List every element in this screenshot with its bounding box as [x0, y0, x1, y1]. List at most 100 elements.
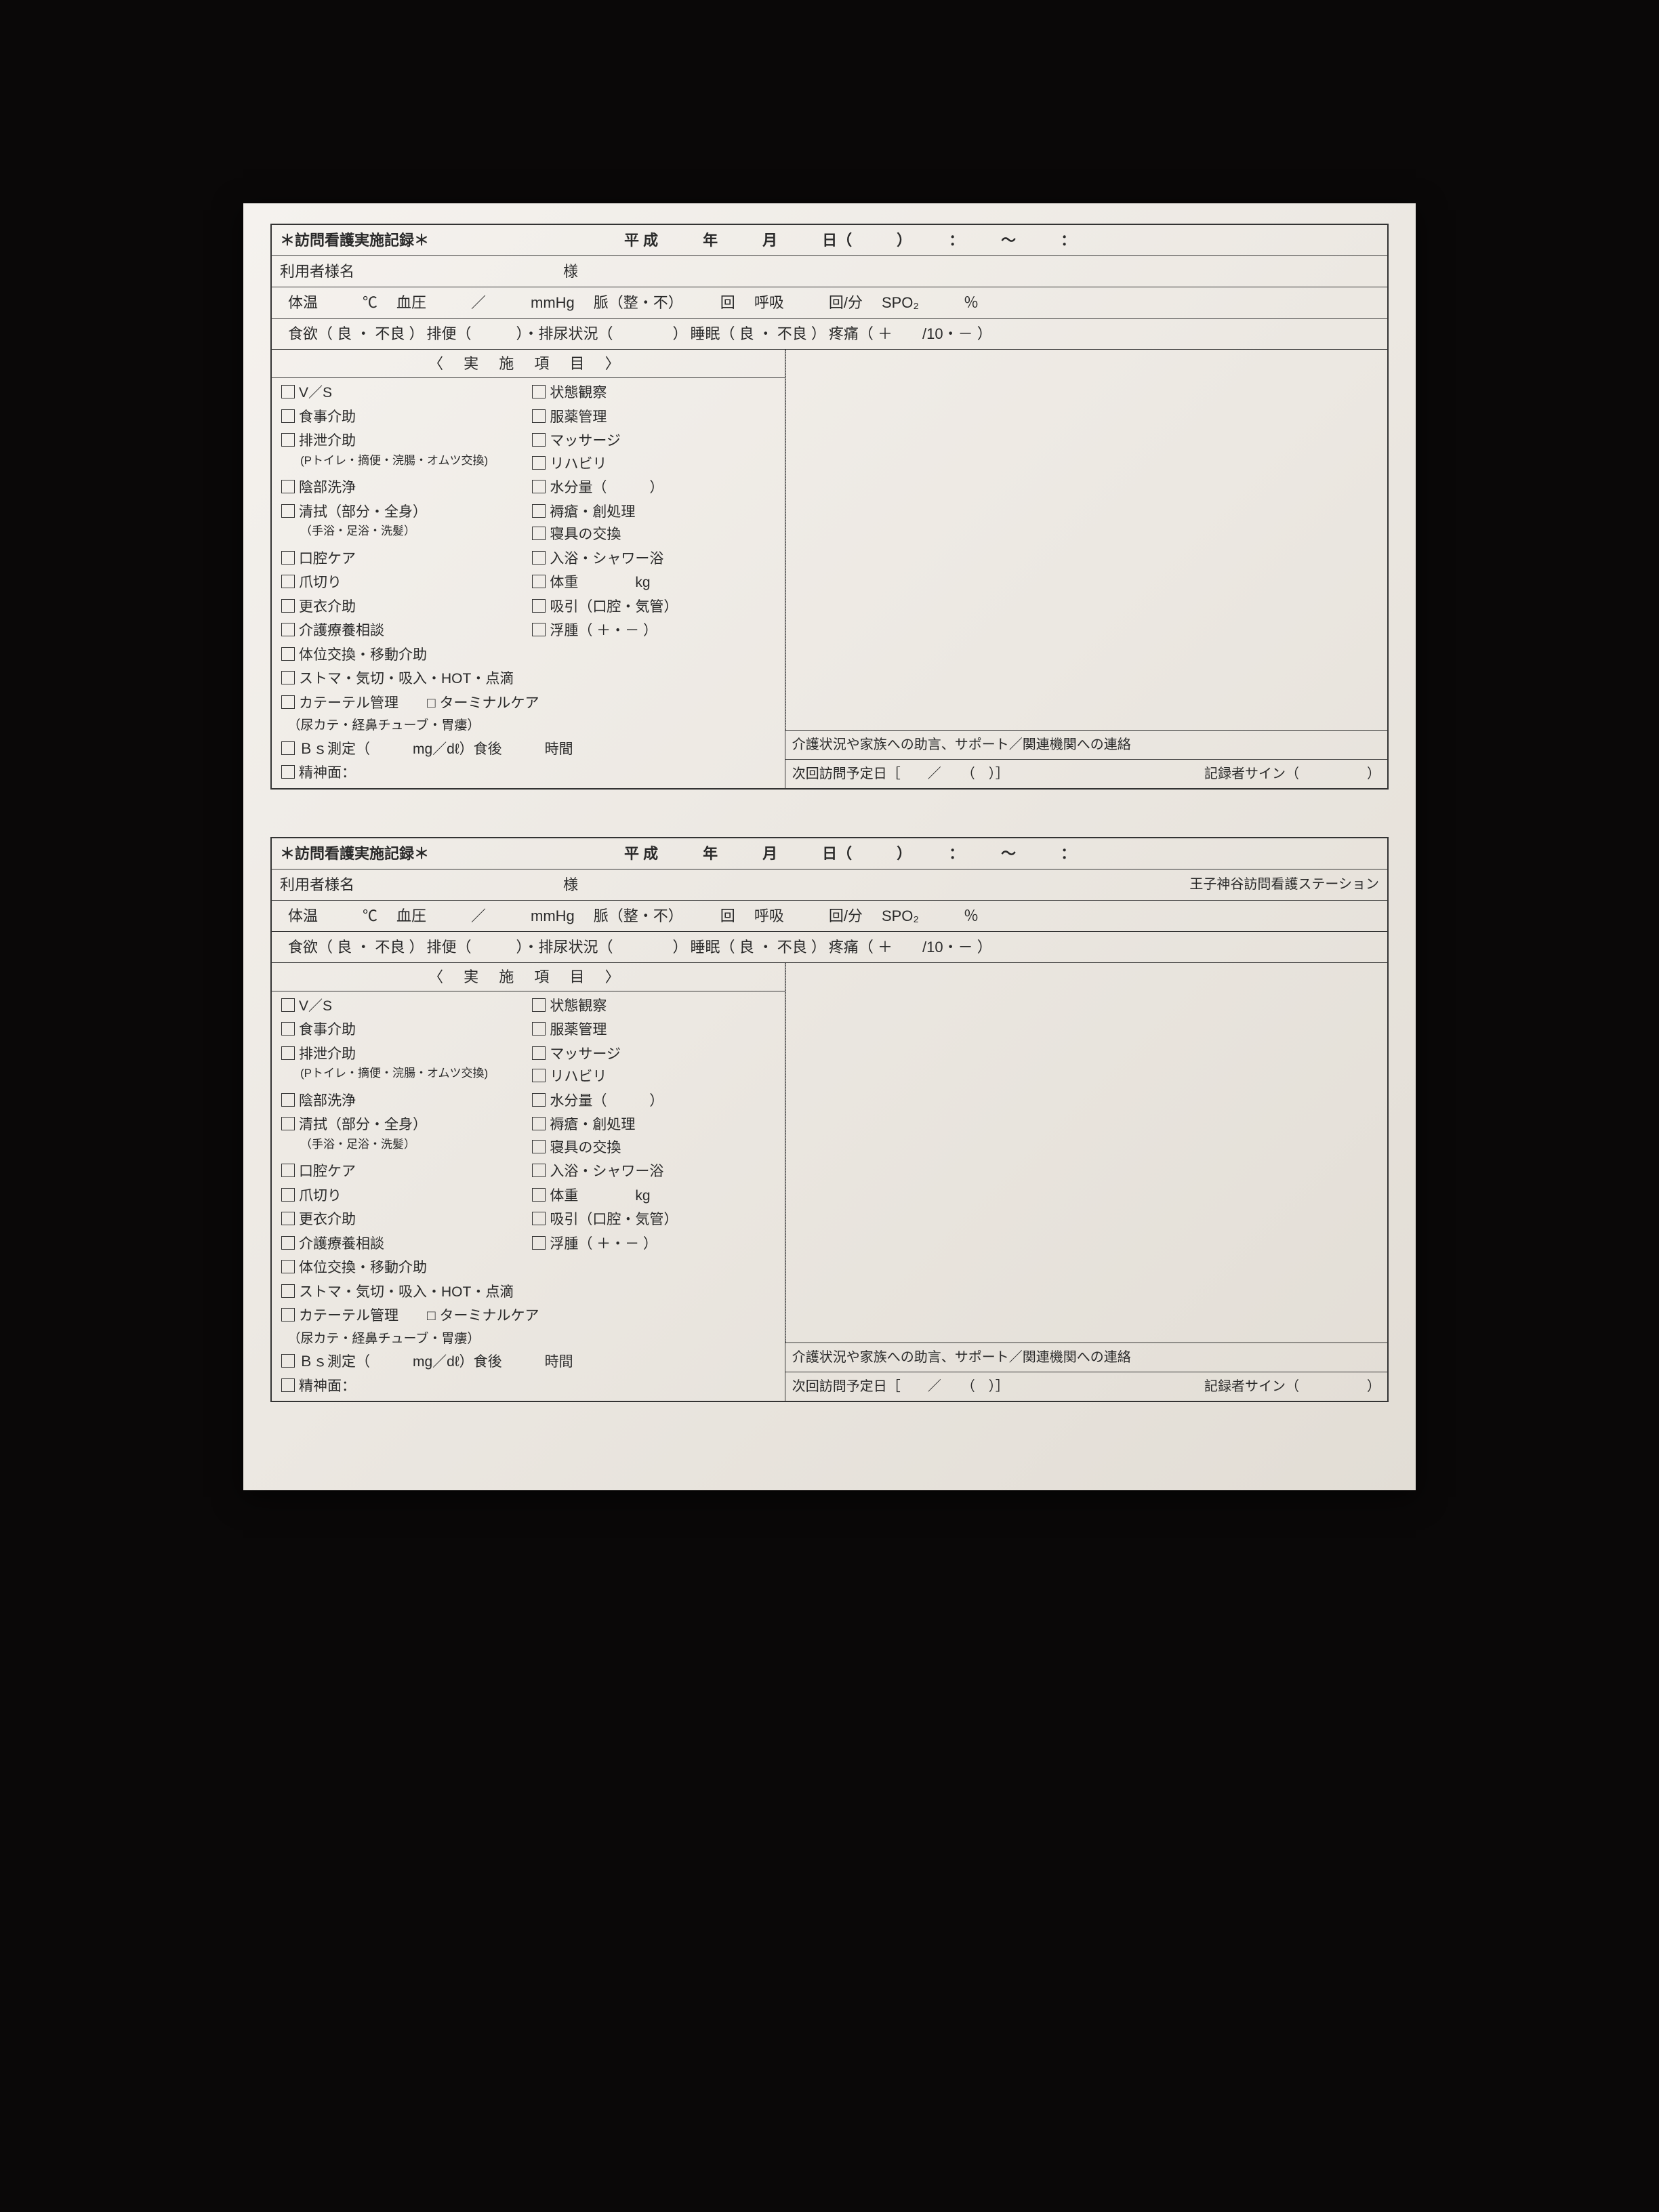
- chk-suction[interactable]: 吸引（口腔・気管）: [550, 599, 678, 615]
- next-visit: 次回訪問予定日［ ／ （ ）］: [792, 1376, 1009, 1397]
- next-visit: 次回訪問予定日［ ／ （ ）］: [792, 764, 1009, 784]
- procedures-column: 〈 実 施 項 目 〉 V／S 状態観察食事介助 服薬管理排泄介助 (Pトイレ・摘便・…: [272, 350, 785, 788]
- chk-bs[interactable]: Ｂｓ測定（ mg／dℓ）食後 時間: [299, 741, 573, 757]
- chk-nail[interactable]: 爪切り: [299, 1188, 342, 1204]
- wipe-sub: （手浴・足浴・洗髪）: [300, 523, 527, 540]
- chk-wipe[interactable]: 清拭（部分・全身）: [299, 504, 427, 520]
- chk-edema[interactable]: 浮腫（ ＋・－ ）: [550, 623, 657, 638]
- chk-bedsore[interactable]: 褥瘡・創処理: [550, 504, 635, 520]
- nursing-record-form-0: ＊訪問看護実施記録＊ 平 成 年 月 日（ ） ： ～ ： 利用者様名 様 体温…: [270, 224, 1389, 790]
- notes-column: 介護状況や家族への助言、サポート／関連機関への連絡 次回訪問予定日［ ／ （ ）…: [785, 350, 1387, 788]
- chk-bath[interactable]: 入浴・シャワー浴: [550, 551, 663, 567]
- pain: 疼痛（ ＋ /10・－ ）: [829, 323, 992, 345]
- chk-wipe[interactable]: 清拭（部分・全身）: [299, 1117, 427, 1132]
- chk-mental[interactable]: 精神面：: [299, 1378, 356, 1394]
- chk-rehab[interactable]: リハビリ: [550, 1069, 607, 1084]
- chk-suction[interactable]: 吸引（口腔・気管）: [550, 1212, 678, 1227]
- chk-stoma[interactable]: ストマ・気切・吸入・HOT・点滴: [299, 1284, 514, 1300]
- appetite: 食欲（ 良 ・ 不良 ）: [288, 936, 424, 958]
- pain: 疼痛（ ＋ /10・－ ）: [829, 936, 992, 958]
- chk-weight[interactable]: 体重 kg: [550, 575, 650, 590]
- notes-area[interactable]: [785, 350, 1387, 730]
- spo2-label: SPO₂ ％: [882, 291, 979, 314]
- date-line: 平 成 年 月 日（ ） ： ～ ：: [624, 842, 1076, 865]
- chk-bs[interactable]: Ｂｓ測定（ mg／dℓ）食後 時間: [299, 1354, 573, 1370]
- chk-dress[interactable]: 更衣介助: [299, 1212, 356, 1227]
- procedures-column: 〈 実 施 項 目 〉 V／S 状態観察食事介助 服薬管理排泄介助 (Pトイレ・摘便・…: [272, 963, 785, 1401]
- bowel: 排便（ ）・排尿状況（ ）: [426, 936, 687, 958]
- chk-perineal[interactable]: 陰部洗浄: [299, 480, 356, 495]
- chk-position[interactable]: 体位交換・移動介助: [299, 647, 427, 663]
- signer: 記録者サイン（ ）: [1204, 764, 1380, 784]
- chk-meal[interactable]: 食事介助: [299, 409, 356, 425]
- chk-consult[interactable]: 介護療養相談: [299, 1236, 384, 1252]
- form-title: ＊訪問看護実施記録＊: [280, 842, 429, 865]
- advice-header: 介護状況や家族への助言、サポート／関連機関への連絡: [785, 1343, 1387, 1372]
- spo2-label: SPO₂ ％: [882, 905, 979, 927]
- sleep: 睡眠（ 良 ・ 不良 ）: [690, 323, 825, 345]
- appetite: 食欲（ 良 ・ 不良 ）: [288, 323, 424, 345]
- bp-label: 血圧 ／ mmHg: [396, 291, 575, 314]
- station-name: 王子神谷訪問看護ステーション: [1189, 874, 1379, 895]
- form-title: ＊訪問看護実施記録＊: [280, 229, 429, 251]
- temp-label: 体温 ℃: [288, 291, 377, 314]
- chk-meds[interactable]: 服薬管理: [550, 409, 607, 425]
- nursing-record-form-1: ＊訪問看護実施記録＊ 平 成 年 月 日（ ） ： ～ ： 利用者様名 様 王子…: [270, 837, 1389, 1403]
- bp-label: 血圧 ／ mmHg: [396, 905, 575, 927]
- chk-stoma[interactable]: ストマ・気切・吸入・HOT・点滴: [299, 671, 514, 687]
- chk-fluid[interactable]: 水分量（ ）: [550, 480, 663, 495]
- chk-excretion[interactable]: 排泄介助: [299, 1046, 356, 1062]
- user-suffix: 様: [563, 260, 578, 283]
- chk-edema[interactable]: 浮腫（ ＋・－ ）: [550, 1236, 657, 1252]
- chk-bedding[interactable]: 寝具の交換: [550, 1140, 621, 1155]
- resp-label: 呼吸 回/分: [754, 905, 863, 927]
- chk-bedding[interactable]: 寝具の交換: [550, 527, 621, 542]
- excretion-sub: (Pトイレ・摘便・浣腸・オムツ交換): [300, 452, 527, 470]
- chk-fluid[interactable]: 水分量（ ）: [550, 1093, 663, 1109]
- chk-consult[interactable]: 介護療養相談: [299, 623, 384, 638]
- notes-column: 介護状況や家族への助言、サポート／関連機関への連絡 次回訪問予定日［ ／ （ ）…: [785, 963, 1387, 1401]
- section-header: 〈 実 施 項 目 〉: [272, 963, 785, 991]
- temp-label: 体温 ℃: [288, 905, 377, 927]
- chk-perineal[interactable]: 陰部洗浄: [299, 1093, 356, 1109]
- chk-massage[interactable]: マッサージ: [550, 433, 621, 449]
- chk-oral[interactable]: 口腔ケア: [299, 551, 356, 567]
- excretion-sub: (Pトイレ・摘便・浣腸・オムツ交換): [300, 1065, 527, 1082]
- chk-position[interactable]: 体位交換・移動介助: [299, 1260, 427, 1275]
- chk-obs[interactable]: 状態観察: [550, 385, 607, 401]
- pulse-label: 脈（整・不） 回: [594, 291, 735, 314]
- chk-nail[interactable]: 爪切り: [299, 575, 342, 590]
- chk-massage[interactable]: マッサージ: [550, 1046, 621, 1062]
- sleep: 睡眠（ 良 ・ 不良 ）: [690, 936, 825, 958]
- chk-obs[interactable]: 状態観察: [550, 998, 607, 1014]
- user-suffix: 様: [563, 874, 578, 896]
- chk-excretion[interactable]: 排泄介助: [299, 433, 356, 449]
- user-label: 利用者様名: [280, 260, 354, 283]
- date-line: 平 成 年 月 日（ ） ： ～ ：: [624, 229, 1076, 251]
- chk-meds[interactable]: 服薬管理: [550, 1022, 607, 1038]
- chk-bedsore[interactable]: 褥瘡・創処理: [550, 1117, 635, 1132]
- chk-rehab[interactable]: リハビリ: [550, 456, 607, 472]
- chk-vs[interactable]: V／S: [299, 385, 332, 401]
- resp-label: 呼吸 回/分: [754, 291, 863, 314]
- bowel: 排便（ ）・排尿状況（ ）: [426, 323, 687, 345]
- signer: 記録者サイン（ ）: [1204, 1376, 1380, 1397]
- catheter-sub: （尿カテ・経鼻チューブ・胃瘻）: [281, 716, 778, 736]
- pulse-label: 脈（整・不） 回: [594, 905, 735, 927]
- chk-bath[interactable]: 入浴・シャワー浴: [550, 1164, 663, 1179]
- chk-meal[interactable]: 食事介助: [299, 1022, 356, 1038]
- user-label: 利用者様名: [280, 874, 354, 896]
- chk-catheter[interactable]: カテーテル管理 □ ターミナルケア: [299, 1308, 539, 1324]
- section-header: 〈 実 施 項 目 〉: [272, 350, 785, 378]
- chk-catheter[interactable]: カテーテル管理 □ ターミナルケア: [299, 695, 539, 711]
- chk-mental[interactable]: 精神面：: [299, 765, 356, 781]
- chk-vs[interactable]: V／S: [299, 998, 332, 1014]
- wipe-sub: （手浴・足浴・洗髪）: [300, 1136, 527, 1153]
- paper-sheet: ＊訪問看護実施記録＊ 平 成 年 月 日（ ） ： ～ ： 利用者様名 様 体温…: [243, 203, 1416, 1490]
- chk-dress[interactable]: 更衣介助: [299, 599, 356, 615]
- advice-header: 介護状況や家族への助言、サポート／関連機関への連絡: [785, 730, 1387, 759]
- chk-weight[interactable]: 体重 kg: [550, 1188, 650, 1204]
- chk-oral[interactable]: 口腔ケア: [299, 1164, 356, 1179]
- catheter-sub: （尿カテ・経鼻チューブ・胃瘻）: [281, 1330, 778, 1349]
- notes-area[interactable]: [785, 963, 1387, 1343]
